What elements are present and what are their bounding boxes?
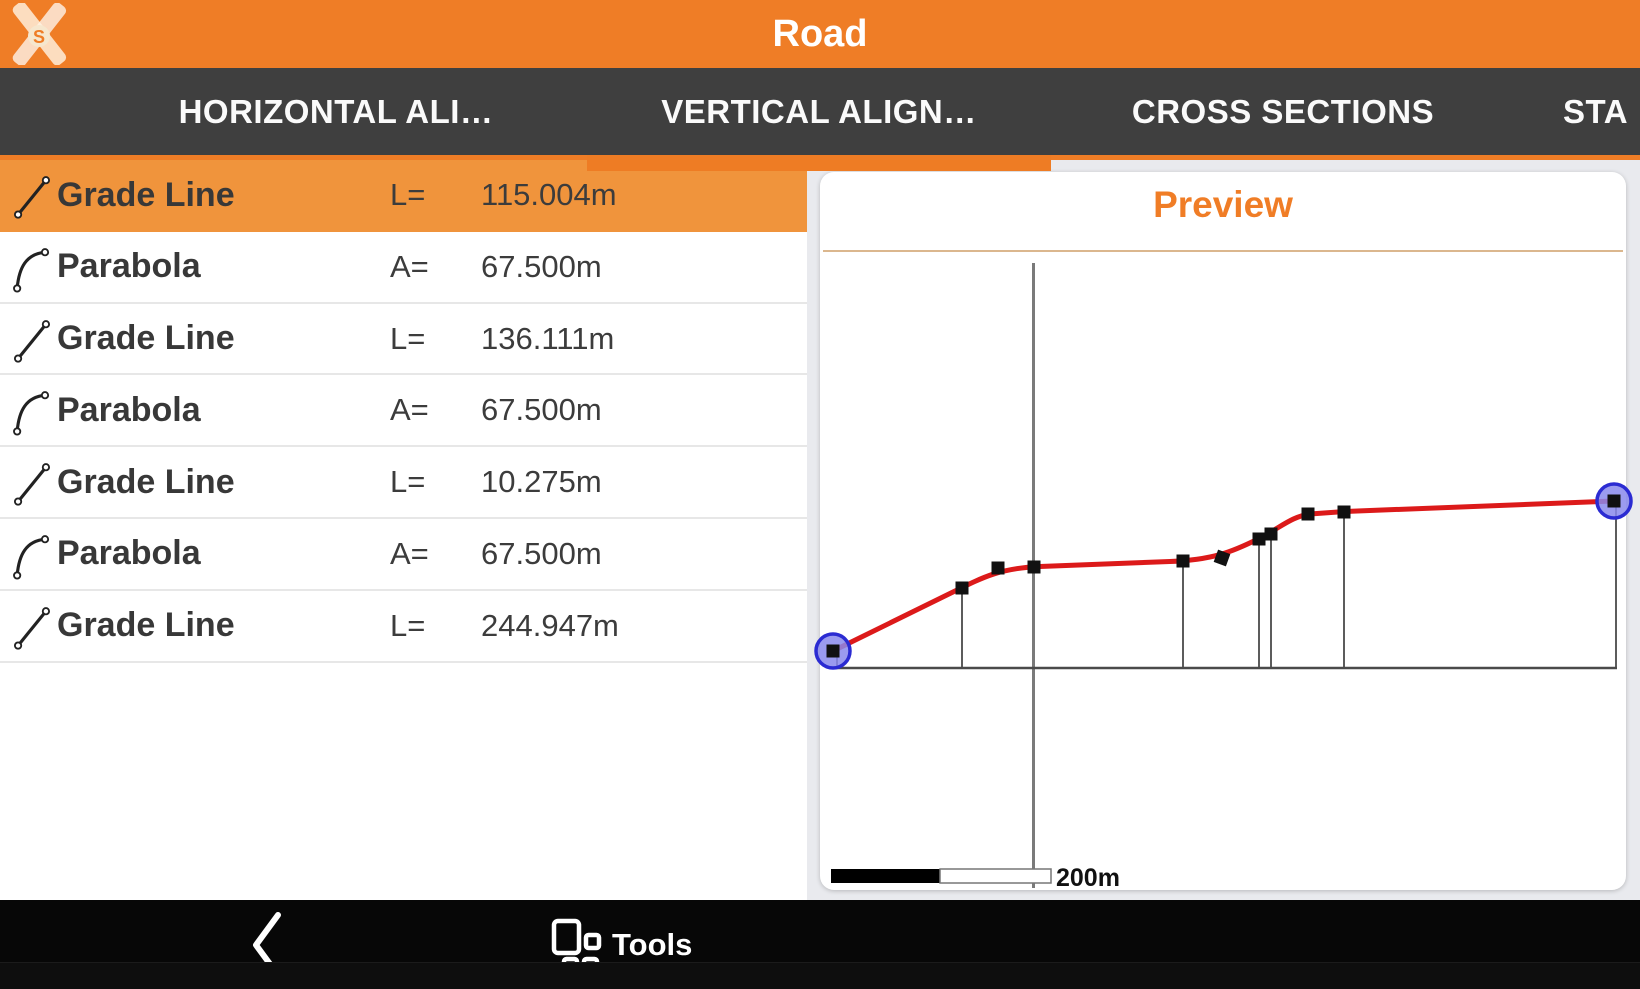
alignment-element-list: Grade Line L= 115.004m Parabola A= 67.50…	[0, 160, 807, 900]
tools-label: Tools	[612, 927, 693, 962]
element-type: Parabola	[57, 534, 201, 573]
element-type: Grade Line	[57, 462, 235, 501]
element-value: 10.275m	[481, 464, 602, 500]
vertex-marker	[1252, 532, 1266, 546]
navigation-strip	[0, 962, 1640, 989]
parabola-icon	[13, 247, 50, 293]
page-title: Road	[772, 12, 868, 55]
scalebar-white-segment	[939, 868, 1052, 884]
element-param: L=	[390, 320, 426, 356]
vertex-marker	[1027, 560, 1041, 574]
element-param: L=	[390, 177, 426, 212]
element-param: A=	[390, 248, 429, 284]
grade-line-icon	[13, 463, 51, 506]
list-item[interactable]: Grade Line L= 115.004m	[0, 160, 807, 232]
preview-card: Preview	[820, 172, 1626, 890]
preview-divider	[823, 250, 1623, 252]
vertical-profile-chart[interactable]: 200m	[814, 172, 1633, 892]
element-type: Grade Line	[57, 319, 235, 358]
vertex-marker	[991, 561, 1005, 575]
selected-tab-underline	[587, 155, 1051, 171]
tab-horizontal-alignment[interactable]: HORIZONTAL ALI…	[178, 92, 494, 130]
scalebar-black-segment	[831, 869, 940, 883]
element-value: 67.500m	[481, 535, 602, 571]
element-value: 67.500m	[481, 392, 602, 428]
grade-line-icon	[13, 606, 51, 650]
vertex-marker	[1213, 549, 1231, 567]
vertex-marker	[1264, 527, 1278, 541]
vertex-marker	[826, 644, 840, 658]
tab-vertical-alignment[interactable]: VERTICAL ALIGN…	[661, 92, 977, 130]
list-item[interactable]: Grade Line L= 10.275m	[0, 447, 807, 519]
vertex-marker	[1337, 505, 1351, 519]
element-type: Grade Line	[57, 175, 235, 214]
element-param: A=	[390, 535, 429, 571]
element-value: 115.004m	[481, 177, 617, 212]
list-item[interactable]: Grade Line L= 244.947m	[0, 590, 807, 663]
element-value: 244.947m	[481, 607, 619, 643]
list-item[interactable]: Parabola A= 67.500m	[0, 375, 807, 448]
element-type: Parabola	[57, 390, 201, 429]
grade-line-icon	[13, 176, 51, 219]
tab-bar: HORIZONTAL ALI… VERTICAL ALIGN… CROSS SE…	[0, 68, 1640, 155]
element-value: 67.500m	[481, 248, 602, 284]
scalebar-label: 200m	[1056, 864, 1120, 892]
element-value: 136.111m	[481, 320, 615, 356]
element-type: Grade Line	[57, 606, 235, 645]
element-param: L=	[390, 607, 426, 643]
grade-line-icon	[13, 319, 51, 363]
list-item[interactable]: Grade Line L= 136.111m	[0, 303, 807, 376]
xpad-logo-icon: S	[12, 3, 67, 65]
tab-stations[interactable]: STA	[1563, 92, 1629, 130]
list-item[interactable]: Parabola A= 67.500m	[0, 231, 807, 304]
svg-text:S: S	[33, 27, 45, 47]
tab-cross-sections[interactable]: CROSS SECTIONS	[1131, 92, 1435, 130]
parabola-icon	[13, 535, 50, 580]
element-param: A=	[390, 392, 429, 428]
vertex-marker	[1607, 494, 1621, 508]
element-param: L=	[390, 464, 426, 500]
preview-title: Preview	[1153, 184, 1293, 225]
profile-line	[830, 498, 1617, 654]
vertex-marker	[1301, 507, 1315, 521]
app-bar: S Road	[0, 0, 1640, 68]
parabola-icon	[13, 391, 50, 436]
element-type: Parabola	[57, 247, 201, 286]
vertex-marker	[1176, 554, 1190, 568]
list-item[interactable]: Parabola A= 67.500m	[0, 518, 807, 591]
vertex-marker	[955, 581, 969, 595]
